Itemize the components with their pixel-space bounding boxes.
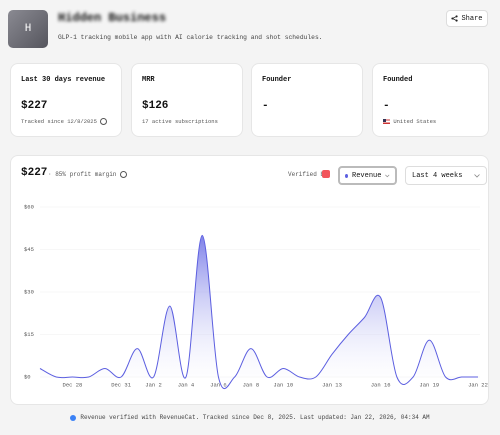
stat-value: $126 [142, 100, 169, 112]
y-tick-label: $30 [24, 288, 34, 295]
stat-value: - [262, 100, 269, 112]
verified-icon [70, 414, 77, 421]
x-tick-label: Dec 28 [63, 381, 83, 388]
x-tick-label: Jan 6 [210, 381, 227, 388]
info-icon[interactable] [100, 118, 108, 126]
share-button[interactable]: Share [446, 10, 488, 27]
footer: Revenue verified with RevenueCat. Tracke… [0, 414, 500, 421]
avatar: H [8, 10, 48, 48]
y-tick-label: $15 [24, 331, 34, 338]
metric-label: Revenue [352, 171, 382, 180]
y-tick-label: $45 [24, 246, 34, 253]
stat-value: $227 [21, 100, 48, 112]
x-tick-label: Jan 10 [273, 381, 293, 388]
profit-margin: · 85% profit margin [48, 171, 128, 179]
x-tick-label: Jan 8 [243, 381, 260, 388]
range-label: Last 4 weeks [412, 171, 463, 180]
stat-card: MRR $126 17 active subscriptions [131, 63, 243, 137]
x-tick-label: Jan 2 [145, 381, 162, 388]
profit-margin-text: · 85% profit margin [48, 171, 117, 179]
stat-value: - [383, 100, 390, 112]
y-tick-label: $60 [24, 203, 34, 210]
stat-label: Founder [262, 76, 292, 84]
stat-label: Last 30 days revenue [21, 76, 106, 84]
x-tick-label: Dec 31 [111, 381, 132, 388]
x-tick-label: Jan 13 [322, 381, 342, 388]
line [39, 234, 478, 390]
series-dot [345, 173, 349, 178]
x-tick-label: Jan 19 [419, 381, 439, 388]
y-tick-label: $0 [24, 373, 31, 380]
x-tick-label: Jan 22 [468, 381, 488, 388]
info-icon[interactable] [120, 171, 128, 178]
share-icon [451, 15, 459, 22]
x-tick-label: Jan 16 [371, 381, 391, 388]
chart-total: $227 [21, 167, 48, 179]
stat-note: United States [383, 118, 436, 125]
stat-note: 17 active subscriptions [142, 118, 218, 125]
stat-label: MRR [142, 76, 155, 84]
stat-card: Founded - United States [372, 63, 489, 137]
subtitle: GLP-1 tracking mobile app with AI calori… [58, 34, 323, 41]
range-dropdown[interactable]: Last 4 weeks [405, 166, 487, 185]
chevron [474, 173, 480, 178]
stat-note-text: Tracked since 12/8/2025 [21, 118, 97, 125]
footer-text: Revenue verified with RevenueCat. Tracke… [80, 414, 430, 421]
stat-card: Last 30 days revenue $227 Tracked since … [10, 63, 122, 137]
revenuecat-logo [322, 170, 330, 178]
stat-note-text: United States [393, 118, 437, 125]
title: Hidden Business [58, 11, 167, 25]
chevron [385, 174, 390, 177]
stat-card: Founder - [251, 63, 363, 137]
stat-label: Founded [383, 76, 413, 84]
flag-icon [383, 119, 390, 125]
area [40, 235, 478, 389]
x-tick-label: Jan 4 [178, 381, 195, 388]
stat-note: Tracked since 12/8/2025 [21, 118, 108, 126]
metric-dropdown[interactable]: Revenue [338, 166, 397, 185]
share-label: Share [461, 14, 483, 23]
verified-by: Verified by [288, 171, 328, 178]
